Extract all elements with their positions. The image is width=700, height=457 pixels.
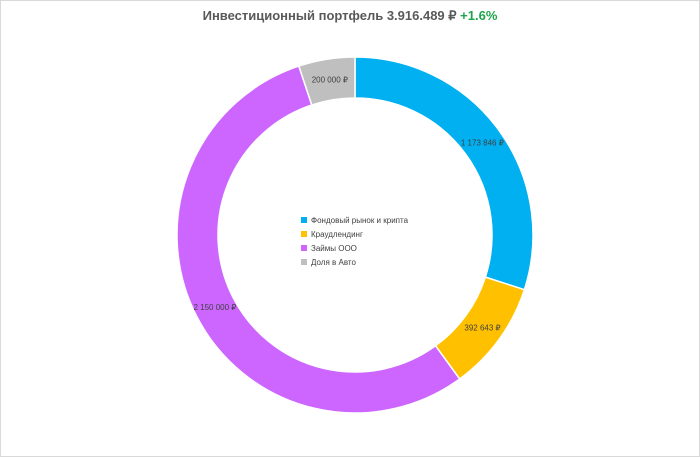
chart-title-change: +1.6% (460, 8, 498, 23)
legend-swatch-1 (301, 231, 307, 237)
data-label-2: 2 150 000 ₽ (193, 303, 236, 312)
legend-label-1: Краудлендинг (311, 229, 363, 239)
legend-item-2: Займы ООО (301, 241, 408, 255)
chart-title-main: Инвестиционный портфель 3.916.489 ₽ (202, 8, 457, 23)
legend-label-0: Фондовый рынок и крипта (311, 215, 409, 225)
legend-item-3: Доля в Авто (301, 255, 408, 269)
legend-label-3: Доля в Авто (311, 257, 356, 267)
legend-label-2: Займы ООО (311, 243, 357, 253)
slice-2 (176, 65, 461, 414)
data-label-3: 200 000 ₽ (312, 76, 348, 85)
legend-swatch-3 (301, 259, 307, 265)
legend-item-1: Краудлендинг (301, 227, 408, 241)
legend-item-0: Фондовый рынок и крипта (301, 213, 408, 227)
chart-title: Инвестиционный портфель 3.916.489 ₽ +1.6… (0, 8, 700, 24)
slice-3 (297, 56, 356, 106)
legend-swatch-2 (301, 245, 307, 251)
legend-swatch-0 (301, 217, 307, 223)
data-label-1: 392 643 ₽ (464, 323, 500, 332)
chart-legend: Фондовый рынок и крипта Краудлендинг Займы… (301, 213, 408, 269)
data-label-0: 1 173 846 ₽ (461, 138, 504, 147)
